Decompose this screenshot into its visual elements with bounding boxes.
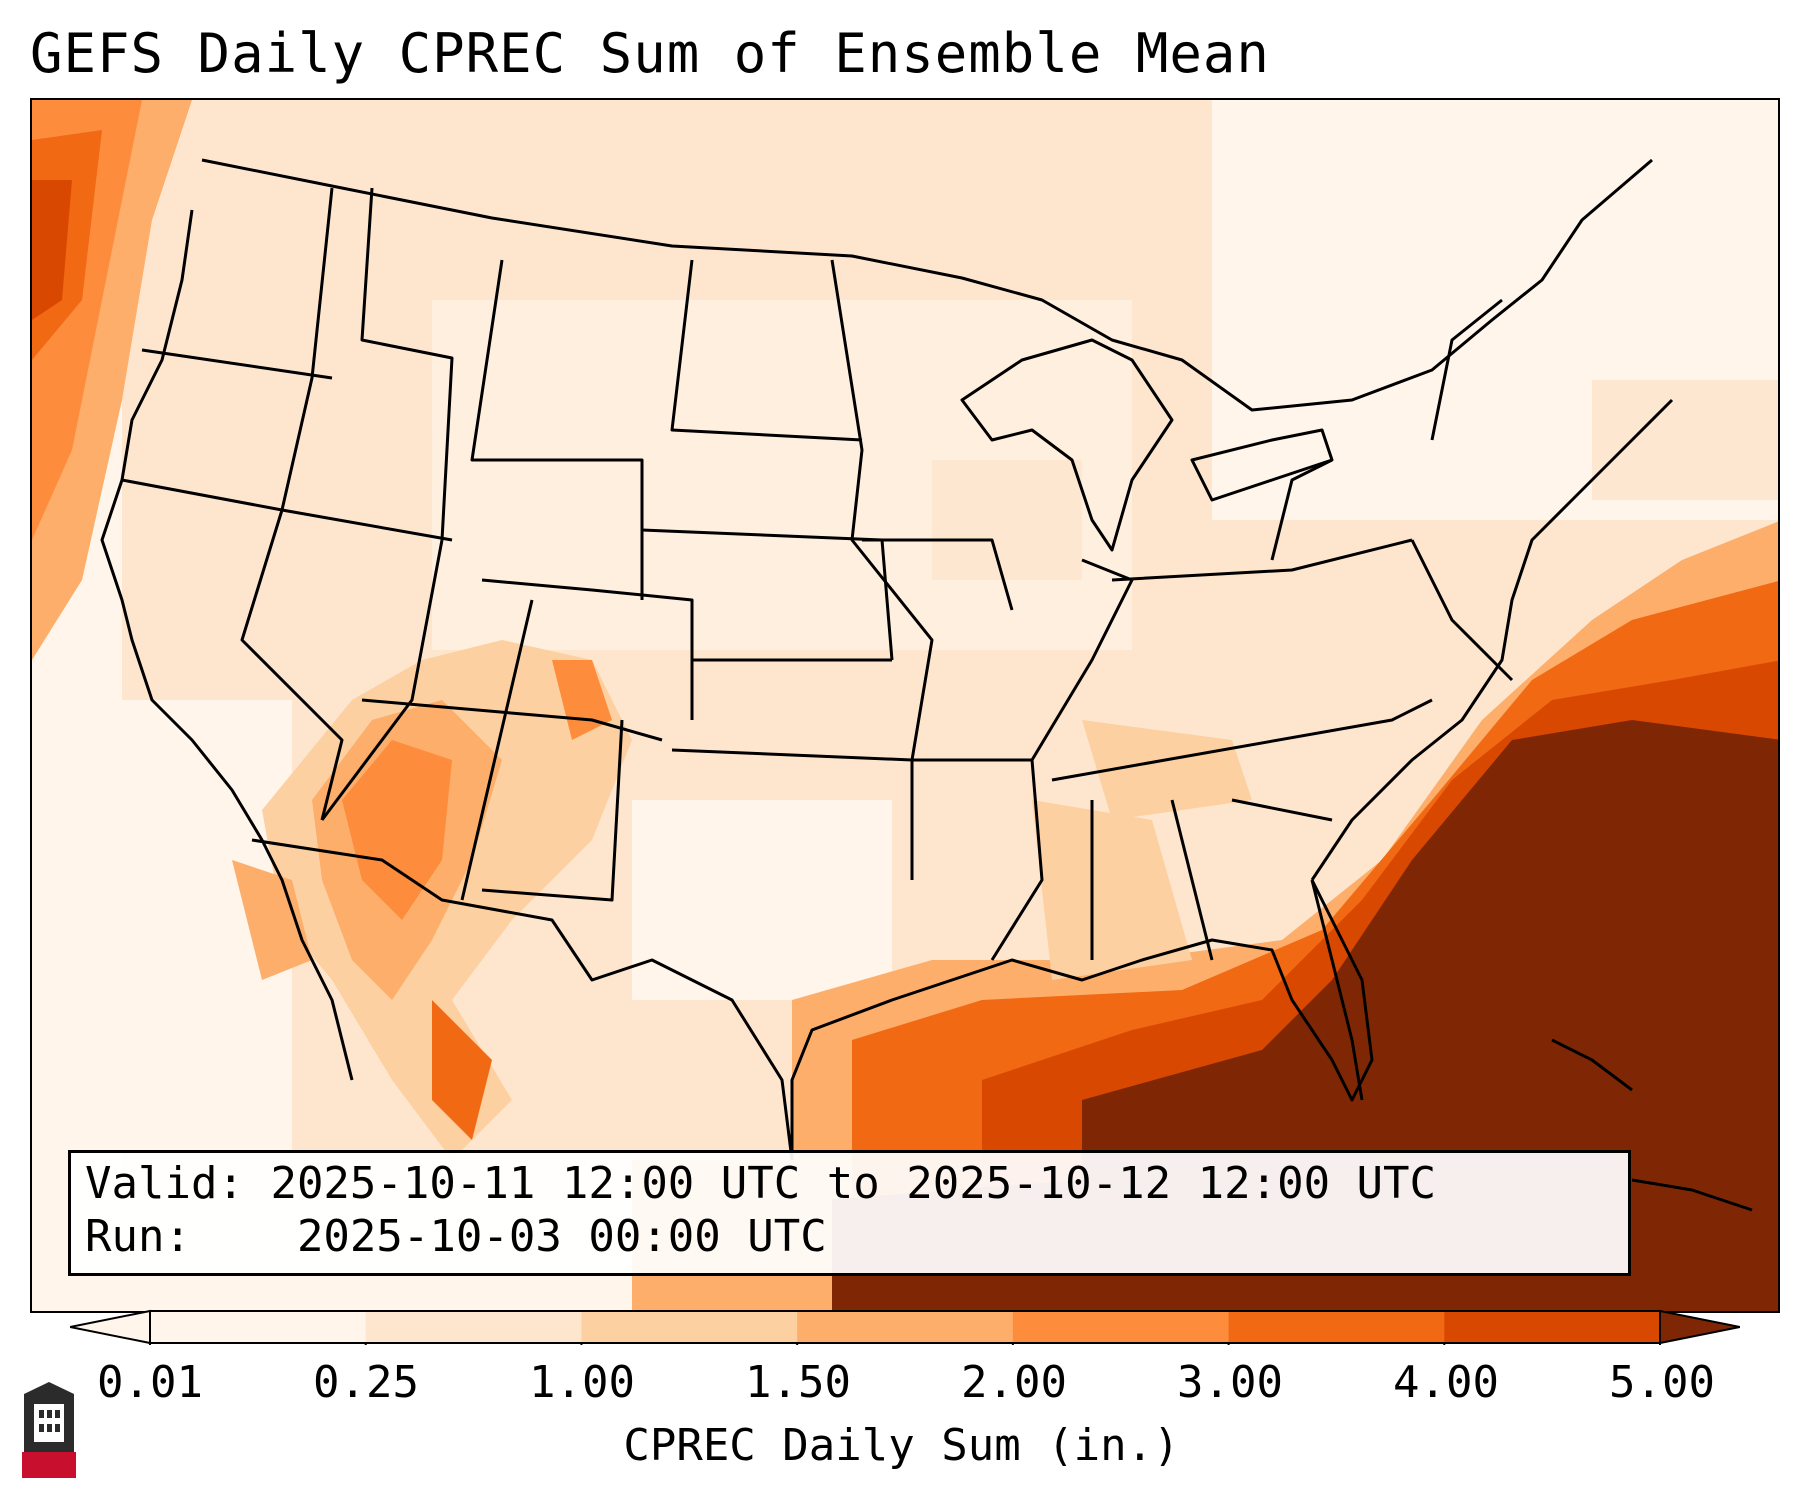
- state-line-nv-ut: [320, 539, 444, 821]
- state-line-mt-id: [360, 187, 454, 541]
- valid-row: Valid: 2025-10-11 12:00 UTC to 2025-10-1…: [85, 1157, 1628, 1210]
- colorbar-segment: [150, 1311, 367, 1343]
- atlantic-coastline: [1310, 398, 1674, 881]
- colorbar-segment: [1012, 1311, 1230, 1343]
- colorbar-segment: [797, 1311, 1014, 1343]
- state-line-az-nm: [460, 599, 534, 901]
- colorbar-frame: [149, 1310, 1661, 1344]
- colorbar-segment: [365, 1311, 582, 1343]
- gulf-coastline: [790, 879, 1374, 1160]
- map-boundaries: [100, 158, 1753, 1212]
- state-line-nd-sd: [670, 259, 863, 442]
- map-canvas: [32, 100, 1778, 1311]
- state-line-al-ga: [1170, 799, 1214, 961]
- state-line-il-ky: [1030, 558, 1134, 761]
- state-line-ut-az: [361, 698, 663, 742]
- state-line-tn-nc: [1051, 698, 1433, 782]
- state-line-mn-ia: [830, 259, 934, 761]
- colorbar-segment: [581, 1311, 798, 1343]
- colorbar-tick: 1.00: [529, 1357, 635, 1408]
- colorbar-tick: 0.01: [97, 1357, 203, 1408]
- state-line-ga-sc: [1231, 798, 1333, 822]
- chart-title: GEFS Daily CPREC Sum of Ensemble Mean: [30, 22, 1270, 85]
- state-line-nm: [481, 719, 624, 902]
- bahamas: [1551, 1038, 1633, 1092]
- state-line-new-england: [1430, 298, 1503, 441]
- colorbar-extend-low: [70, 1309, 151, 1345]
- colorbar: [70, 1309, 1740, 1345]
- precip-band-pacific: [32, 100, 192, 660]
- cuba-hispaniola: [1631, 1178, 1753, 1212]
- state-line-va: [1410, 539, 1514, 682]
- state-line-wa-or: [141, 348, 333, 380]
- niu-logo: [22, 1382, 76, 1478]
- colorbar-tick: 2.00: [961, 1357, 1067, 1408]
- state-line-ar-la: [912, 758, 1044, 961]
- precipitation-map[interactable]: [30, 98, 1780, 1313]
- colorbar-segment: [1444, 1311, 1661, 1343]
- lake-erie-ontario: [1190, 428, 1334, 502]
- state-line-ia-mo: [862, 538, 1014, 611]
- valid-value: 2025-10-11 12:00 UTC to 2025-10-12 12:00…: [270, 1158, 1437, 1209]
- colorbar-label: CPREC Daily Sum (in.): [623, 1420, 1180, 1471]
- colorbar-segment: [1228, 1311, 1445, 1343]
- state-line-pa-ny: [1270, 458, 1333, 561]
- state-line-id-west: [280, 187, 334, 511]
- colorbar-extend-high: [1659, 1309, 1740, 1345]
- state-line-oh-pa: [1111, 538, 1413, 582]
- info-box: Valid: 2025-10-11 12:00 UTC to 2025-10-1…: [68, 1150, 1631, 1276]
- colorbar-tick: 4.00: [1393, 1357, 1499, 1408]
- run-value: 2025-10-03 00:00 UTC: [296, 1211, 827, 1262]
- state-line-nv-ca: [240, 509, 344, 821]
- colorbar-tick: 1.50: [745, 1357, 851, 1408]
- run-row: Run: 2025-10-03 00:00 UTC: [85, 1210, 1628, 1263]
- colorbar-tick: 5.00: [1609, 1357, 1715, 1408]
- canada-us-border: [201, 158, 1653, 412]
- mexico-border: [251, 838, 794, 1161]
- precip-field-mottle: [932, 380, 1778, 680]
- lake-michigan-superior: [960, 338, 1174, 552]
- pacific-coastline: [100, 209, 354, 1081]
- valid-label: Valid:: [85, 1158, 244, 1209]
- colorbar-tick: 0.25: [313, 1357, 419, 1408]
- florida-east-coast: [1310, 879, 1364, 1101]
- colorbar-tick: 3.00: [1177, 1357, 1283, 1408]
- run-label: Run:: [85, 1211, 191, 1262]
